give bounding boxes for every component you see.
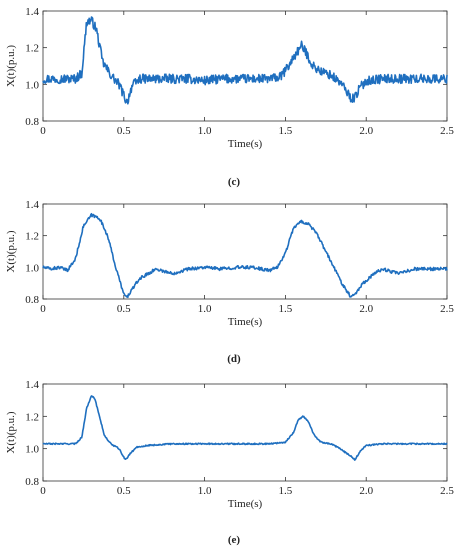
y-axis-title: X(t)(p.u.) [5,230,17,272]
y-tick-label: 1.4 [25,6,39,18]
y-tick-label: 1.2 [25,411,39,423]
y-tick-label: 1.0 [25,262,39,274]
chart-panel: 0 0.5 1.0 1.5 2.0 2.5 0.8 1.0 1.2 1.4 Time(s) X(t)(… [5,379,454,546]
x-tick-label: 0.5 [117,125,131,137]
plot-frame [42,203,448,300]
x-tick-label: 2.5 [440,485,454,497]
y-tick-label: 1.2 [25,43,39,55]
chart-panel: 0 0.5 1.0 1.5 2.0 2.5 0.8 1.0 1.2 1.4 Time(s) X(t)(… [5,6,454,188]
y-tick-label: 1.0 [25,79,39,91]
panel-tag: (e) [228,534,241,546]
chart-panel: 0 0.5 1.0 1.5 2.0 2.5 0.8 1.0 1.2 1.4 Time(s) X(t)(… [5,199,454,365]
y-tick-label: 1.2 [25,231,39,243]
x-axis-title: Time(s) [228,316,263,328]
plot-frame [42,383,448,482]
series-line [42,16,448,105]
series-line [42,395,448,461]
y-axis-title: X(t)(p.u.) [5,411,17,453]
x-axis-title: Time(s) [228,138,263,150]
panel-tag: (d) [227,353,241,365]
x-axis-title: Time(s) [228,498,263,510]
x-tick-label: 0.5 [117,485,131,497]
plot-frame [42,10,448,122]
y-tick-label: 0.8 [25,294,39,306]
x-tick-label: 1.5 [279,303,293,315]
x-tick-label: 1.0 [198,303,212,315]
x-tick-label: 0 [40,125,46,137]
x-tick-label: 0 [40,485,46,497]
x-tick-label: 1.5 [279,485,293,497]
y-tick-label: 0.8 [25,116,39,128]
y-tick-label: 1.4 [25,199,39,211]
panel-tag: (c) [228,176,241,188]
x-tick-label: 2.0 [359,303,373,315]
x-tick-label: 2.5 [440,303,454,315]
y-tick-label: 0.8 [25,476,39,488]
y-tick-label: 1.4 [25,379,39,391]
x-tick-label: 0 [40,303,46,315]
x-tick-label: 2.0 [359,485,373,497]
x-tick-label: 1.0 [198,125,212,137]
x-tick-label: 1.5 [279,125,293,137]
y-tick-label: 1.0 [25,444,39,456]
x-tick-label: 2.5 [440,125,454,137]
y-axis-title: X(t)(p.u.) [5,45,17,87]
x-tick-label: 0.5 [117,303,131,315]
x-tick-label: 1.0 [198,485,212,497]
x-tick-label: 2.0 [359,125,373,137]
series-line [42,212,448,299]
